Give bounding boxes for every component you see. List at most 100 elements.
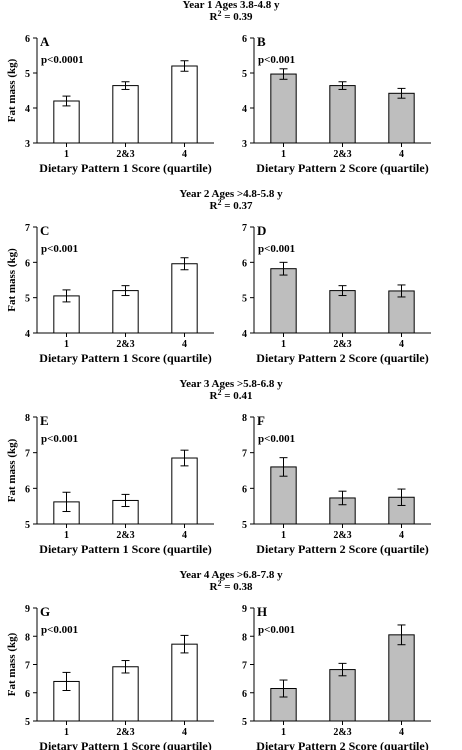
x-tick-label: 1	[64, 339, 69, 350]
y-tick-label: 5	[25, 69, 30, 80]
y-axis-title: Fat mass (kg)	[6, 58, 18, 122]
bar	[171, 457, 198, 525]
x-tick-label: 1	[281, 727, 286, 738]
x-tick-label: 2&3	[116, 530, 134, 541]
x-tick-label: 4	[399, 530, 404, 541]
panel-letter: C	[40, 223, 49, 238]
x-tick-label: 1	[281, 530, 286, 541]
x-tick-label: 4	[182, 530, 187, 541]
y-tick-label: 8	[25, 632, 30, 643]
panel-h: 1 2&3 4 5 6 7 8 9 Hp<0.001 Dietary Pattern 2 Scor…	[242, 604, 431, 750]
p-value: p<0.001	[258, 433, 295, 445]
p-value: p<0.001	[258, 624, 295, 636]
panel-g: 1 2&3 4 5 6 7 8 9 Gp<0.001 Dietary Pattern 1 Scor…	[6, 604, 214, 750]
bar	[112, 290, 139, 334]
x-tick-label: 2&3	[333, 149, 351, 160]
y-axis-title: Fat mass (kg)	[6, 438, 18, 502]
panel-letter: E	[40, 413, 49, 428]
x-axis-title: Dietary Pattern 2 Score (quartile)	[256, 161, 428, 175]
y-axis-title: Fat mass (kg)	[6, 248, 18, 312]
x-axis-title: Dietary Pattern 2 Score (quartile)	[256, 542, 428, 556]
bar	[329, 85, 356, 144]
year-title: Year 4 Ages >6.8-7.8 y	[179, 569, 283, 581]
r-squared-value: = 0.41	[221, 390, 252, 402]
x-tick-label: 2&3	[116, 149, 134, 160]
bar	[270, 73, 297, 144]
y-tick-label: 3	[25, 139, 30, 150]
r-squared: R2 = 0.39	[210, 9, 253, 23]
r-squared-superscript: 2	[217, 198, 221, 207]
r-squared-symbol: R	[210, 11, 219, 23]
r-squared: R2 = 0.38	[210, 579, 253, 593]
panel-letter: D	[257, 223, 266, 238]
y-tick-label: 6	[242, 484, 247, 495]
y-tick-label: 5	[25, 520, 30, 531]
bar	[112, 666, 139, 722]
y-tick-label: 7	[25, 449, 30, 460]
x-tick-label: 1	[281, 149, 286, 160]
x-axis-title: Dietary Pattern 1 Score (quartile)	[39, 739, 211, 750]
y-tick-label: 5	[242, 520, 247, 531]
panel-a: 1 2&3 4 3 4 5 6 Ap<0.0001 Dietary Pattern 1 Scor…	[6, 34, 214, 175]
p-value: p<0.001	[258, 54, 295, 66]
panel-f: 1 2&3 4 5 6 7 8 Fp<0.001 Dietary Pattern 2 Score…	[242, 413, 431, 556]
bar	[388, 634, 415, 722]
y-tick-label: 6	[242, 258, 247, 269]
r-squared-superscript: 2	[217, 579, 221, 588]
x-axis-title: Dietary Pattern 1 Score (quartile)	[39, 542, 211, 556]
y-tick-label: 6	[25, 484, 30, 495]
r-squared-value: = 0.39	[221, 11, 253, 23]
panel-d: 1 2&3 4 4 5 6 7 Dp<0.001 Dietary Pattern 2 Score…	[242, 223, 431, 365]
panel-letter: H	[257, 604, 267, 619]
y-axis-title: Fat mass (kg)	[6, 632, 18, 696]
year-title: Year 2 Ages >4.8-5.8 y	[179, 188, 283, 200]
y-tick-label: 7	[25, 223, 30, 234]
y-tick-label: 6	[25, 258, 30, 269]
x-tick-label: 4	[399, 339, 404, 350]
y-tick-label: 5	[242, 717, 247, 728]
y-tick-label: 7	[242, 223, 247, 234]
bar	[112, 85, 139, 144]
bar	[53, 100, 80, 144]
r-squared-symbol: R	[210, 390, 219, 402]
r-squared-value: = 0.37	[221, 200, 253, 212]
r-squared-symbol: R	[210, 200, 219, 212]
r-squared: R2 = 0.41	[210, 388, 253, 402]
panel-letter: A	[40, 34, 50, 49]
p-value: p<0.001	[41, 624, 78, 636]
bar	[388, 290, 415, 334]
bar	[388, 92, 415, 144]
panel-letter: F	[257, 413, 265, 428]
x-axis-title: Dietary Pattern 2 Score (quartile)	[256, 739, 428, 750]
x-axis-title: Dietary Pattern 1 Score (quartile)	[39, 161, 211, 175]
y-tick-label: 3	[242, 139, 247, 150]
y-tick-label: 9	[242, 604, 247, 615]
y-tick-label: 5	[242, 69, 247, 80]
y-tick-label: 8	[25, 413, 30, 424]
r-squared-symbol: R	[210, 581, 219, 593]
x-tick-label: 2&3	[116, 339, 134, 350]
bar	[270, 268, 297, 334]
x-tick-label: 4	[399, 149, 404, 160]
p-value: p<0.001	[41, 243, 78, 255]
y-tick-label: 9	[25, 604, 30, 615]
bar	[171, 65, 198, 144]
x-tick-label: 4	[182, 727, 187, 738]
x-tick-label: 1	[64, 149, 69, 160]
y-tick-label: 4	[25, 104, 30, 115]
p-value: p<0.001	[41, 433, 78, 445]
p-value: p<0.0001	[41, 54, 84, 66]
panel-letter: G	[40, 604, 50, 619]
y-tick-label: 6	[25, 689, 30, 700]
bar	[329, 669, 356, 722]
y-tick-label: 4	[242, 329, 247, 340]
p-value: p<0.001	[258, 243, 295, 255]
panel-c: 1 2&3 4 4 5 6 7 Cp<0.001 Dietary Pattern 1 Score…	[6, 223, 214, 365]
r-squared-superscript: 2	[217, 9, 221, 18]
y-tick-label: 6	[25, 34, 30, 45]
x-tick-label: 4	[399, 727, 404, 738]
y-tick-label: 8	[242, 632, 247, 643]
y-tick-label: 5	[242, 294, 247, 305]
y-tick-label: 8	[242, 413, 247, 424]
y-tick-label: 5	[25, 294, 30, 305]
